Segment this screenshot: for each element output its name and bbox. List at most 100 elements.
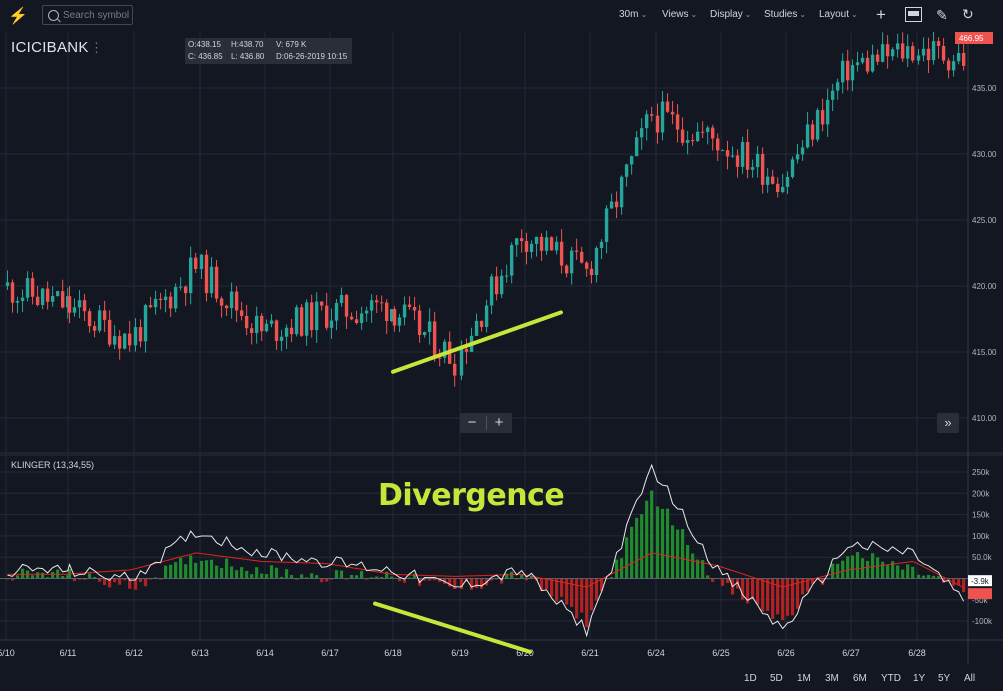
grid-lines [0, 32, 1003, 664]
histogram-bar [469, 578, 474, 590]
x-tick-label: 6/26 [777, 648, 795, 658]
candle-body [690, 139, 695, 142]
candle-body [870, 54, 875, 72]
candle-body [309, 302, 314, 331]
ohlc-open: O:438.15 [188, 40, 221, 49]
klinger-line [7, 463, 965, 638]
interval-dropdown[interactable]: 30m ⌄ [619, 9, 647, 20]
search-symbol-input[interactable]: Search symbol [42, 5, 133, 25]
histogram-bar [77, 578, 82, 580]
layout-menu[interactable]: Layout ⌄ [819, 9, 858, 20]
display-menu[interactable]: Display ⌄ [710, 9, 752, 20]
range-button-1y[interactable]: 1Y [913, 673, 926, 684]
candle-body [432, 321, 437, 358]
histogram-bar [901, 569, 905, 579]
histogram-bar [230, 566, 234, 579]
candle-body [875, 54, 880, 62]
candle-body [720, 150, 725, 152]
views-menu[interactable]: Views ⌄ [662, 9, 697, 20]
candle-body [209, 266, 214, 294]
candle-body [193, 257, 198, 269]
x-tick-label: 6/21 [581, 648, 599, 658]
candle-body [795, 154, 800, 160]
range-button-5y[interactable]: 5Y [938, 673, 951, 684]
candle-body [183, 286, 188, 294]
comment-icon[interactable] [905, 7, 922, 22]
candle-body [82, 300, 87, 312]
histogram-bar [795, 578, 800, 609]
histogram-bar [640, 514, 644, 579]
indicator-lines-group [7, 463, 965, 638]
histogram-bar [240, 567, 244, 579]
histogram-bar [962, 578, 966, 593]
candle-body [60, 291, 65, 308]
reload-icon[interactable]: ↻ [962, 6, 974, 22]
histogram-bar [143, 578, 148, 587]
candle-body [112, 336, 117, 345]
histogram-bar [500, 578, 504, 584]
ohlc-panel: O:438.15 H:438.70 V: 679 K C: 436.85 L: … [185, 38, 352, 64]
candle-body [397, 317, 402, 326]
price-tick-label: 410.00 [972, 414, 997, 423]
crosshair-plus-icon[interactable]: + [876, 5, 886, 24]
zoom-in-button[interactable]: + [494, 414, 504, 431]
histogram-bar [524, 578, 529, 581]
candle-body [254, 315, 259, 333]
lightning-logo-icon[interactable]: ⚡ [8, 8, 28, 25]
more-options-icon[interactable]: ⋮ [90, 40, 103, 55]
candle-body [910, 46, 915, 61]
zoom-out-button[interactable]: − [467, 414, 477, 431]
candle-body [459, 348, 464, 376]
candle-body [926, 48, 931, 61]
candle-body [835, 82, 840, 91]
range-button-3m[interactable]: 3M [825, 673, 839, 684]
x-tick-label: 6/13 [191, 648, 209, 658]
histogram-bar [133, 578, 138, 590]
scroll-to-latest-button[interactable]: » [937, 413, 959, 433]
candle-body [25, 278, 30, 298]
range-button-1m[interactable]: 1M [797, 673, 811, 684]
range-button-all[interactable]: All [964, 673, 976, 684]
candle-body [921, 48, 926, 56]
histogram-bar [660, 508, 665, 579]
candle-body [539, 236, 544, 251]
x-tick-label: 6/20 [516, 648, 534, 658]
candle-body [559, 241, 564, 266]
range-button-1d[interactable]: 1D [744, 673, 757, 684]
candle-body [452, 363, 457, 376]
candle-body [494, 276, 499, 295]
pencil-draw-icon[interactable]: ✎ [936, 7, 948, 23]
candle-body [509, 244, 514, 276]
candle-body [479, 320, 484, 327]
zoom-controls: − + [460, 413, 512, 433]
candle-body [805, 124, 810, 148]
candle-body [584, 262, 589, 269]
histogram-bar [289, 575, 294, 579]
histogram-bar [870, 553, 875, 579]
candle-body [289, 327, 294, 335]
candle-body [800, 147, 805, 155]
histogram-bar [184, 564, 188, 579]
price-tick-label: 435.00 [972, 84, 997, 93]
candle-body [519, 238, 524, 242]
candle-body [354, 319, 359, 324]
indicator-tick-label: 200k [972, 489, 990, 498]
histogram-bar [325, 578, 329, 582]
candle-body [304, 302, 309, 336]
histogram-bar [390, 576, 394, 579]
chevron-down-icon: ⌄ [851, 10, 858, 19]
histogram-bar [691, 553, 695, 579]
candle-body [946, 60, 951, 71]
range-button-6m[interactable]: 6M [853, 673, 867, 684]
range-button-ytd[interactable]: YTD [881, 673, 901, 684]
studies-menu[interactable]: Studies ⌄ [764, 9, 806, 20]
ohlc-close: C: 436.85 [188, 52, 223, 61]
candle-body [374, 300, 379, 303]
x-tick-label: 6/10 [0, 648, 15, 658]
candle-body [624, 164, 629, 177]
histogram-bar [433, 578, 437, 581]
histogram-bar [585, 578, 589, 628]
range-button-5d[interactable]: 5D [770, 673, 783, 684]
chevron-down-icon: ⌄ [744, 10, 752, 19]
